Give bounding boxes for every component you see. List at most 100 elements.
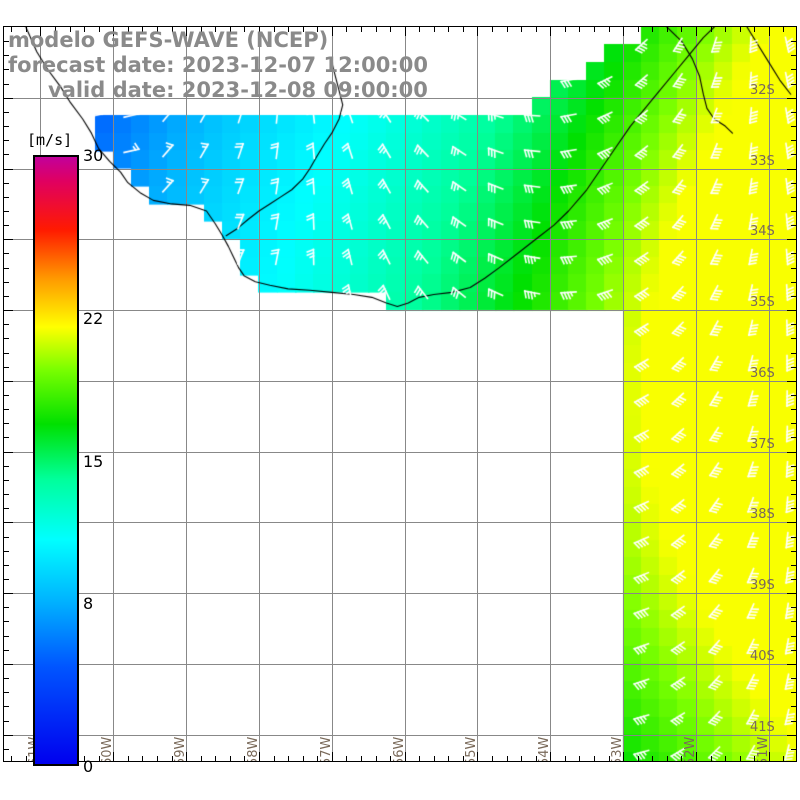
- lat-minor-tick: [4, 367, 9, 368]
- lon-minor-tick: [26, 756, 27, 761]
- lat-minor-tick: [791, 154, 796, 155]
- lat-minor-tick: [791, 41, 796, 42]
- lat-minor-tick: [791, 466, 796, 467]
- lat-major-tick: [787, 169, 796, 170]
- lat-minor-tick: [791, 749, 796, 750]
- lat-minor-tick: [791, 211, 796, 212]
- lon-minor-tick: [361, 756, 362, 761]
- forecast-date: forecast date: 2023-12-07 12:00:00: [8, 53, 428, 77]
- lat-label-33S: 33S: [750, 154, 775, 169]
- lon-minor-tick: [579, 27, 580, 32]
- lat-minor-tick: [791, 282, 796, 283]
- lon-minor-tick: [652, 27, 653, 32]
- lat-major-tick: [4, 522, 13, 523]
- lat-minor-tick: [4, 423, 9, 424]
- lon-major-tick: [550, 752, 551, 761]
- lon-minor-tick: [230, 756, 231, 761]
- lat-minor-tick: [4, 225, 9, 226]
- lon-major-tick: [623, 27, 624, 36]
- lat-minor-tick: [791, 636, 796, 637]
- lon-minor-tick: [434, 756, 435, 761]
- lon-minor-tick: [361, 27, 362, 32]
- lon-minor-tick: [783, 756, 784, 761]
- lon-minor-tick: [492, 756, 493, 761]
- lat-minor-tick: [4, 41, 9, 42]
- colorbar-tick-8: 8: [83, 594, 94, 614]
- lat-label-39S: 39S: [750, 578, 775, 593]
- lat-minor-tick: [791, 253, 796, 254]
- title-block: modelo GEFS-WAVE (NCEP) forecast date: 2…: [0, 28, 560, 103]
- lat-minor-tick: [791, 508, 796, 509]
- lon-major-tick: [405, 27, 406, 36]
- colorbar-unit-label: [m/s]: [27, 131, 73, 149]
- lat-label-38S: 38S: [750, 507, 775, 522]
- lat-minor-tick: [4, 621, 9, 622]
- lat-minor-tick: [4, 296, 9, 297]
- lat-minor-tick: [791, 579, 796, 580]
- lon-minor-tick: [711, 27, 712, 32]
- lon-label-56W: 56W: [392, 736, 407, 761]
- lon-label-53W: 53W: [610, 736, 625, 761]
- lat-minor-tick: [4, 692, 9, 693]
- lat-minor-tick: [4, 607, 9, 608]
- lon-major-tick: [113, 752, 114, 761]
- plot-area: 61W60W59W58W57W56W55W54W53W52W51W 32S33S…: [4, 27, 796, 761]
- lon-minor-tick: [434, 27, 435, 32]
- lat-label-34S: 34S: [750, 224, 775, 239]
- lon-major-tick: [550, 27, 551, 36]
- lat-minor-tick: [791, 692, 796, 693]
- lon-minor-tick: [128, 756, 129, 761]
- lat-major-tick: [4, 239, 13, 240]
- lon-minor-tick: [317, 756, 318, 761]
- lon-minor-tick: [274, 756, 275, 761]
- lon-minor-tick: [419, 756, 420, 761]
- lon-minor-tick: [638, 756, 639, 761]
- lon-minor-tick: [390, 756, 391, 761]
- lon-minor-tick: [492, 27, 493, 32]
- lon-label-52W: 52W: [683, 736, 698, 761]
- lat-minor-tick: [791, 183, 796, 184]
- lon-minor-tick: [448, 756, 449, 761]
- lat-minor-tick: [4, 579, 9, 580]
- lat-minor-tick: [4, 537, 9, 538]
- lat-minor-tick: [791, 69, 796, 70]
- lat-minor-tick: [791, 395, 796, 396]
- lat-major-tick: [787, 593, 796, 594]
- lat-label-40S: 40S: [750, 649, 775, 664]
- lon-major-tick: [332, 27, 333, 36]
- lat-minor-tick: [791, 721, 796, 722]
- lat-minor-tick: [791, 126, 796, 127]
- lat-major-tick: [787, 664, 796, 665]
- lat-minor-tick: [4, 211, 9, 212]
- lat-minor-tick: [4, 650, 9, 651]
- lat-minor-tick: [791, 225, 796, 226]
- lat-major-tick: [4, 664, 13, 665]
- lat-major-tick: [787, 452, 796, 453]
- lat-minor-tick: [4, 140, 9, 141]
- lat-major-tick: [4, 452, 13, 453]
- lon-minor-tick: [754, 756, 755, 761]
- lon-minor-tick: [463, 756, 464, 761]
- lon-minor-tick: [288, 27, 289, 32]
- lon-minor-tick: [172, 756, 173, 761]
- lon-minor-tick: [711, 756, 712, 761]
- lat-minor-tick: [4, 69, 9, 70]
- lon-minor-tick: [536, 756, 537, 761]
- lon-label-60W: 60W: [100, 736, 115, 761]
- lat-label-37S: 37S: [750, 437, 775, 452]
- lon-major-tick: [259, 752, 260, 761]
- lat-minor-tick: [791, 55, 796, 56]
- lon-minor-tick: [317, 27, 318, 32]
- lon-minor-tick: [55, 27, 56, 32]
- lon-minor-tick: [667, 756, 668, 761]
- lon-minor-tick: [536, 27, 537, 32]
- lon-major-tick: [696, 752, 697, 761]
- lat-minor-tick: [791, 607, 796, 608]
- lat-minor-tick: [4, 551, 9, 552]
- lon-minor-tick: [11, 756, 12, 761]
- lon-minor-tick: [99, 27, 100, 32]
- lat-minor-tick: [4, 253, 9, 254]
- lat-minor-tick: [791, 324, 796, 325]
- lon-minor-tick: [638, 27, 639, 32]
